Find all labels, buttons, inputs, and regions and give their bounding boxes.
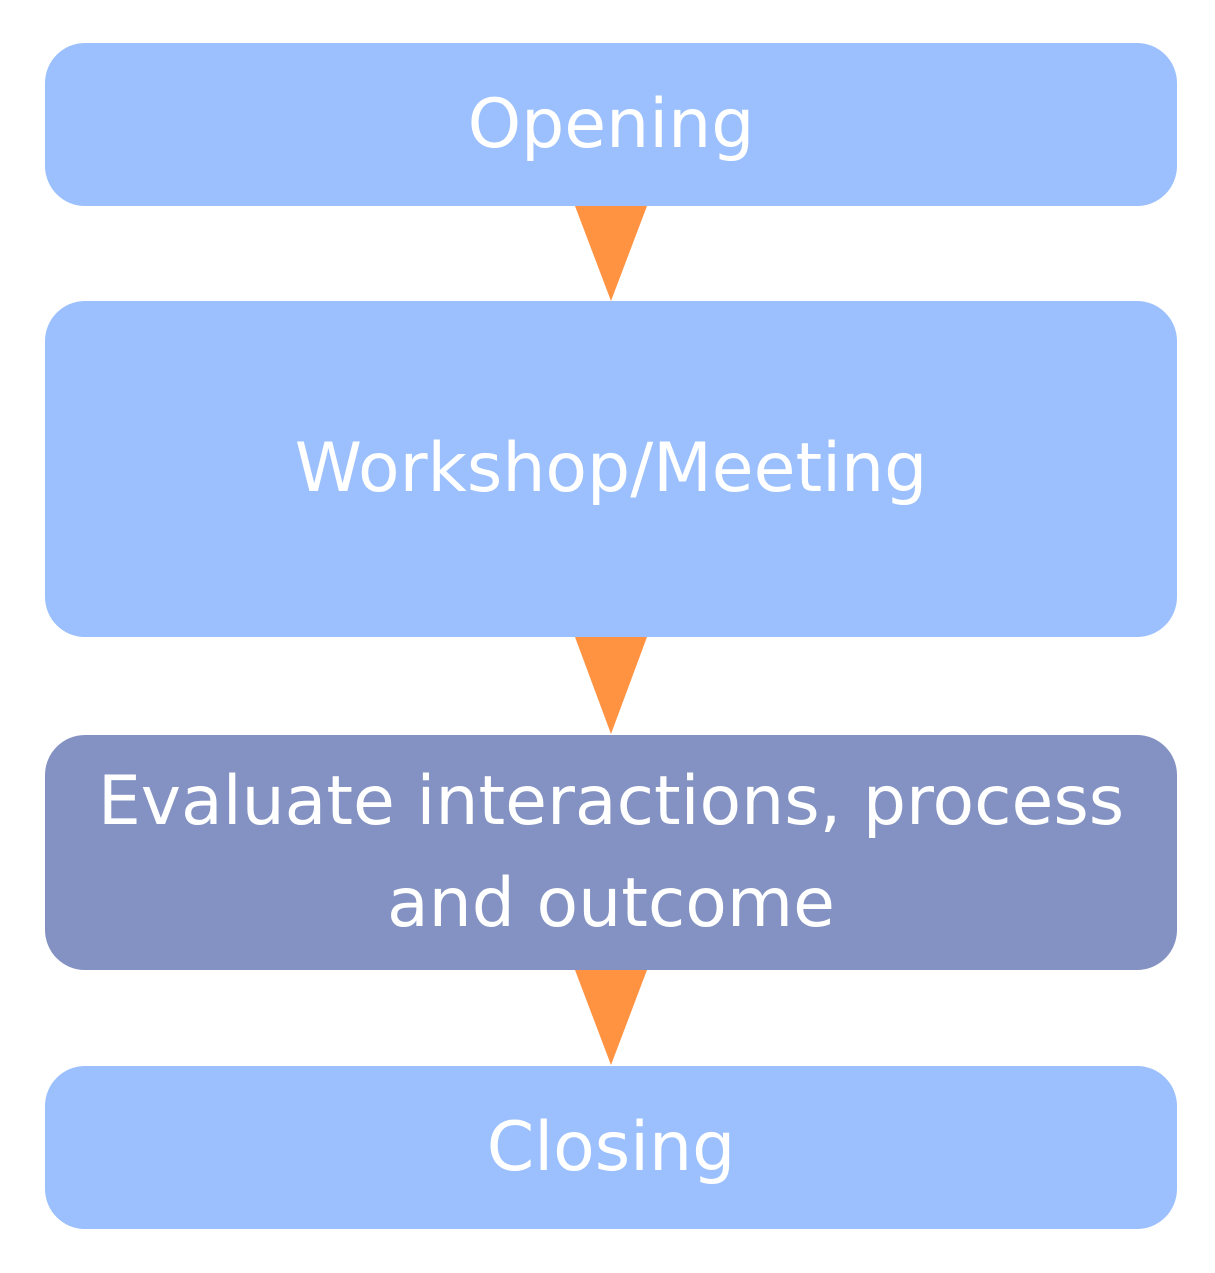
step-opening-label: Opening — [467, 84, 755, 164]
step-workshop-meeting-label: Workshop/Meeting — [294, 429, 928, 508]
step-opening: Opening — [45, 43, 1177, 206]
step-closing-label: Closing — [486, 1107, 736, 1187]
step-workshop-meeting: Workshop/Meeting — [45, 301, 1177, 637]
down-arrow-icon — [575, 637, 647, 734]
step-evaluate: Evaluate interactions, process and outco… — [45, 735, 1177, 970]
down-arrow-icon — [575, 970, 647, 1065]
step-closing: Closing — [45, 1066, 1177, 1229]
step-evaluate-label: Evaluate interactions, process and outco… — [97, 761, 1125, 943]
down-arrow-icon — [575, 206, 647, 301]
